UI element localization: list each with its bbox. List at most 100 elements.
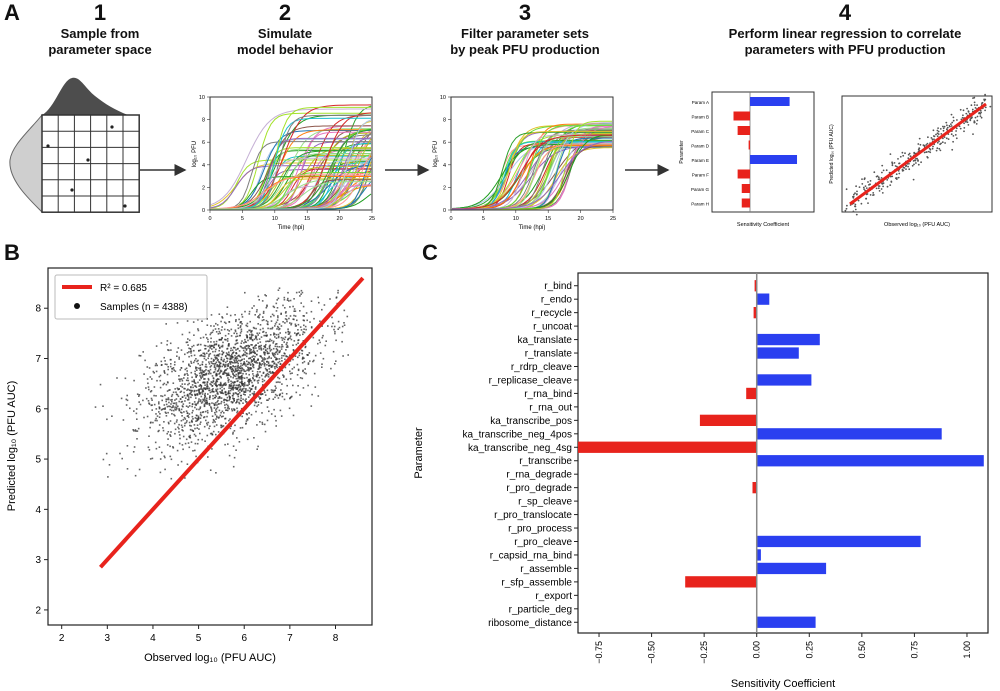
panel-b-scatter-point xyxy=(227,343,230,346)
panel-c-category-label: ka_translate xyxy=(518,335,573,346)
panel-b-scatter-point xyxy=(297,323,300,326)
panel-b-scatter-point xyxy=(254,345,256,347)
x-tick-label: 10 xyxy=(513,216,519,222)
mini-regression-point xyxy=(947,138,950,141)
panel-b-scatter-point xyxy=(163,455,166,457)
panel-b-scatter-point xyxy=(237,386,240,388)
panel-b-scatter-point xyxy=(270,339,273,342)
panel-b-scatter-point xyxy=(183,424,186,427)
panel-b-scatter-point xyxy=(212,360,215,363)
panel-b-scatter-point xyxy=(273,352,276,355)
mini-regression-point xyxy=(969,119,972,122)
step4-line1: Perform linear regression to correlate xyxy=(728,26,962,41)
panel-b-scatter-point xyxy=(251,307,253,309)
panel-b-scatter-point xyxy=(274,345,277,348)
panel-b-scatter-point xyxy=(235,384,237,387)
panel-b-scatter-point xyxy=(261,300,264,302)
panel-b-scatter-point xyxy=(237,365,239,368)
panel-b-scatter-point xyxy=(254,352,256,354)
panel-b-scatter-point xyxy=(277,333,280,336)
panel-b-scatter-point xyxy=(243,358,245,360)
panel-b-scatter-point xyxy=(206,387,209,390)
panel-b-scatter-point xyxy=(102,405,104,407)
panel-b-scatter-point xyxy=(215,379,218,381)
panel-b-scatter-point xyxy=(217,365,220,368)
panel-b-scatter-point xyxy=(165,412,167,414)
panel-b-legend-marker-swatch xyxy=(74,303,80,309)
panel-b-scatter-point xyxy=(210,408,213,411)
panel-b-scatter-point xyxy=(242,383,244,385)
panel-b-scatter-point xyxy=(226,396,229,399)
panel-b-scatter-point xyxy=(198,372,201,375)
panel-b-scatter-point xyxy=(264,352,267,354)
panel-b-scatter-point xyxy=(214,350,217,353)
panel-b-scatter-point xyxy=(238,389,241,391)
panel-b-scatter-point xyxy=(216,391,219,394)
panel-b-scatter-point xyxy=(207,411,209,414)
panel-b-scatter-point xyxy=(245,373,247,375)
panel-b-scatter-point xyxy=(256,405,258,408)
panel-b-scatter-point xyxy=(183,391,185,394)
mini-regression-point xyxy=(945,137,948,140)
panel-b-scatter-point xyxy=(250,351,253,353)
panel-b-scatter-point xyxy=(341,325,344,328)
panel-b-scatter-point xyxy=(232,393,235,395)
panel-c-category-label: r_transcribe xyxy=(519,456,572,467)
panel-b-scatter-point xyxy=(236,360,238,363)
panel-b-scatter-point xyxy=(249,378,251,380)
panel-b-scatter-point xyxy=(249,379,251,382)
panel-b-scatter-point xyxy=(229,392,231,395)
panel-b-scatter-point xyxy=(214,362,217,365)
panel-b-scatter-point xyxy=(182,429,184,432)
mini-regression-point xyxy=(973,120,976,123)
panel-b-scatter-point xyxy=(161,451,163,454)
panel-b-scatter-point xyxy=(258,365,261,367)
panel-b-scatter-point xyxy=(268,347,271,350)
mini-regression-point xyxy=(926,151,928,153)
panel-b-scatter-point xyxy=(180,408,183,411)
panel-b-scatter-point xyxy=(187,398,190,401)
panel-b-scatter-point xyxy=(218,363,221,366)
panel-b-scatter-point xyxy=(207,369,209,372)
panel-b-scatter-point xyxy=(282,321,284,323)
panel-b-scatter-point xyxy=(263,357,266,359)
panel-b-scatter-point xyxy=(171,398,173,401)
panel-b-scatter-point xyxy=(206,324,209,326)
panel-b-scatter-point xyxy=(175,391,177,393)
panel-b-scatter-point xyxy=(204,348,206,350)
panel-b-scatter-point xyxy=(224,355,227,358)
panel-b-scatter-point xyxy=(312,360,314,363)
panel-b-scatter-point xyxy=(228,354,230,357)
panel-b-scatter-point xyxy=(213,383,216,385)
panel-b-scatter-point xyxy=(165,415,168,417)
panel-b-scatter-point xyxy=(260,336,263,338)
panel-b-xlabel: Observed log₁₀ (PFU AUC) xyxy=(144,652,276,664)
panel-b-scatter-point xyxy=(162,383,164,386)
panel-b-scatter-point xyxy=(267,352,269,355)
y-tick-label: 8 xyxy=(443,118,446,124)
x-tick-label: 5 xyxy=(241,216,244,222)
panel-b-scatter-point xyxy=(248,379,251,381)
panel-b-scatter-point xyxy=(201,320,203,322)
panel-b-scatter-point xyxy=(206,409,209,412)
panel-b-scatter-point xyxy=(197,328,199,330)
panel-b-scatter-point xyxy=(257,342,259,344)
panel-b-scatter-point xyxy=(253,360,256,363)
panel-b-scatter-point xyxy=(241,340,243,342)
panel-b-scatter-point xyxy=(272,342,274,344)
panel-b-scatter-point xyxy=(229,363,232,365)
panel-b-scatter-point xyxy=(169,405,172,408)
panel-b-scatter-point xyxy=(145,397,148,400)
panel-b-scatter-point xyxy=(319,341,321,344)
panel-b-scatter-point xyxy=(299,377,302,379)
panel-b-scatter-point xyxy=(250,330,253,333)
panel-b-scatter-point xyxy=(149,390,152,393)
panel-b-scatter-point xyxy=(192,321,195,323)
panel-b-scatter-point xyxy=(235,392,238,395)
mini-regression-point xyxy=(858,186,861,189)
mini-regression-point xyxy=(952,140,954,143)
panel-b-scatter-point xyxy=(175,409,177,411)
panel-b-scatter-point xyxy=(166,373,169,376)
step3-line1: Filter parameter sets xyxy=(461,26,589,41)
